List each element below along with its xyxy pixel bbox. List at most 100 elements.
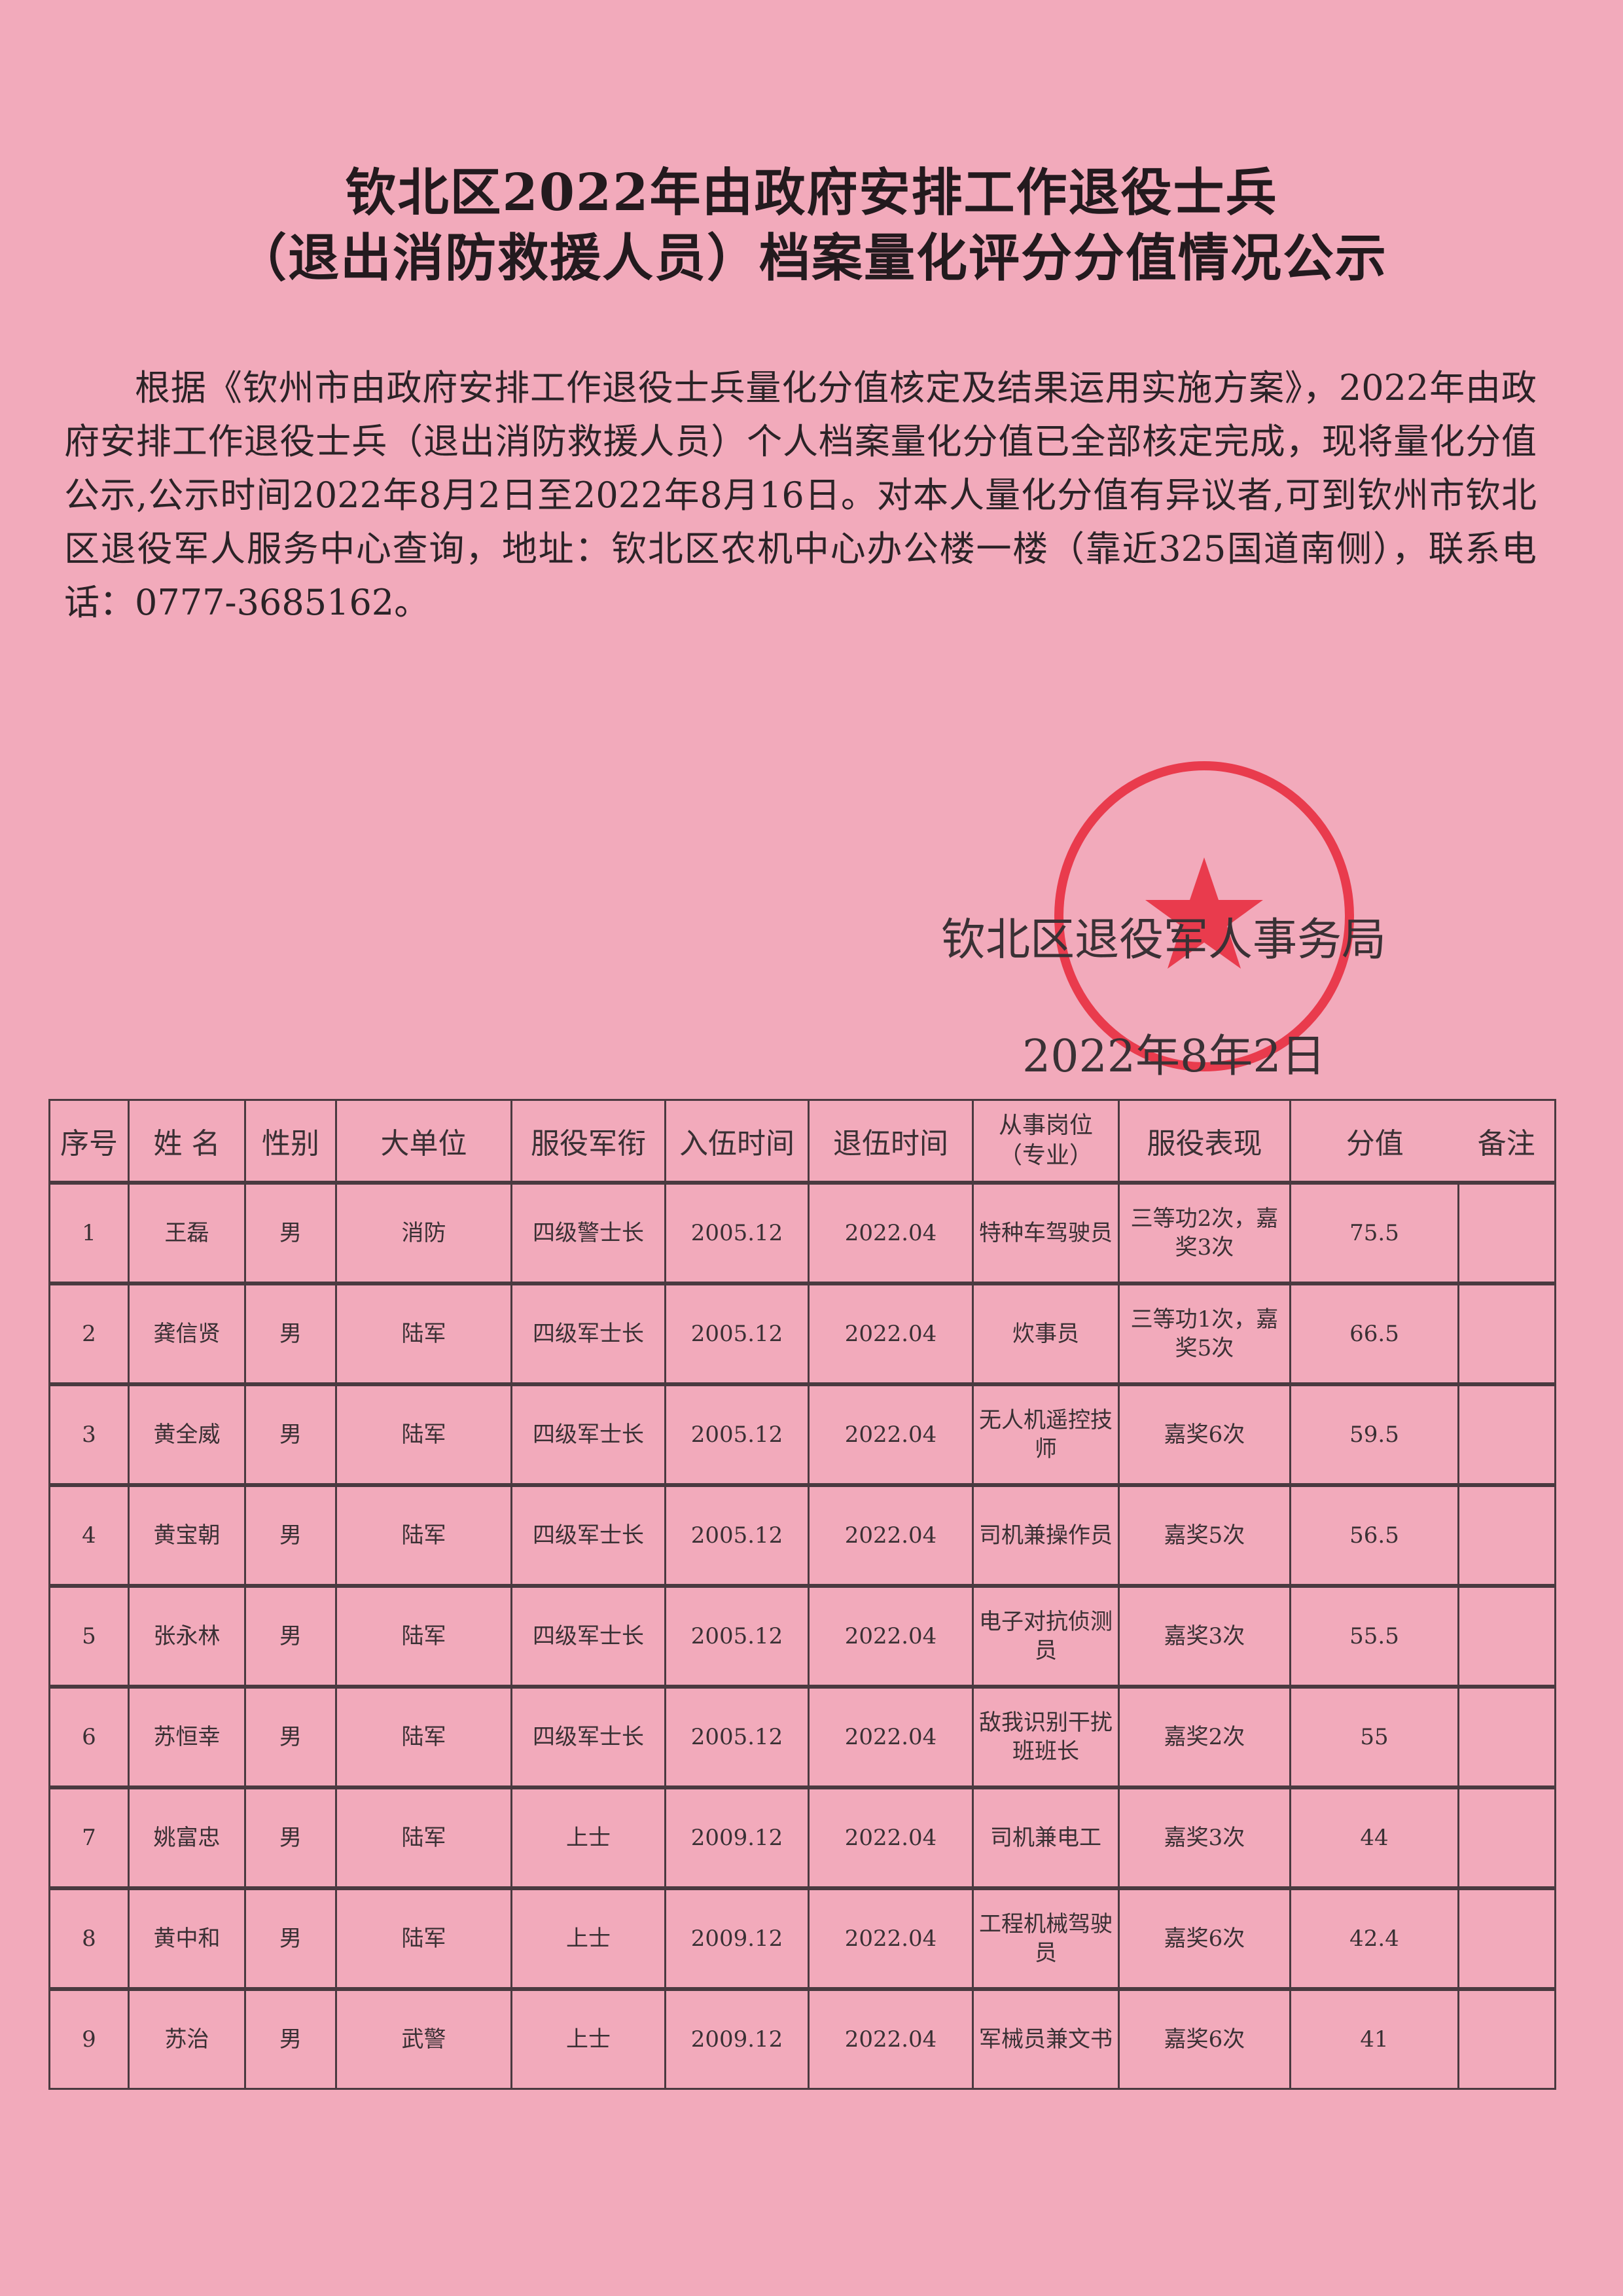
header-enlist-date: 入伍时间 — [664, 1099, 810, 1184]
cell-remarks — [1457, 1483, 1556, 1587]
cell-enlist-date: 2005.12 — [664, 1483, 810, 1587]
cell-seq: 6 — [48, 1685, 130, 1789]
cell-position: 无人机遥控技师 — [972, 1382, 1120, 1486]
cell-gender: 男 — [244, 1685, 337, 1789]
cell-score: 41 — [1289, 1987, 1459, 2090]
cell-performance: 嘉奖6次 — [1118, 1382, 1291, 1486]
cell-gender: 男 — [244, 1282, 337, 1386]
cell-remarks — [1457, 1181, 1556, 1285]
cell-remarks — [1457, 1382, 1556, 1486]
cell-name: 黄宝朝 — [128, 1483, 246, 1587]
notice-body: 根据《钦州市由政府安排工作退役士兵量化分值核定及结果运用实施方案》，2022年由… — [64, 367, 1537, 623]
cell-gender: 男 — [244, 1987, 337, 2090]
table-row: 3 黄全威男陆军 四级军士长 2005.12 2022.04 无人机遥控技师 嘉奖6次 59.… — [48, 1382, 1556, 1486]
cell-score: 55.5 — [1289, 1584, 1459, 1688]
cell-unit: 陆军 — [335, 1886, 512, 1990]
table-row: 9 苏治男武警 上士 2009.12 2022.04 军械员兼文书 嘉奖6次 41 — [48, 1987, 1556, 2090]
cell-position: 炊事员 — [972, 1282, 1120, 1386]
cell-discharge-date: 2022.04 — [808, 1584, 974, 1688]
cell-seq: 4 — [48, 1483, 130, 1587]
cell-enlist-date: 2009.12 — [664, 1785, 810, 1890]
cell-gender: 男 — [244, 1382, 337, 1486]
cell-name: 王磊 — [128, 1181, 246, 1285]
cell-seq: 2 — [48, 1282, 130, 1386]
cell-position: 特种车驾驶员 — [972, 1181, 1120, 1285]
cell-performance: 三等功2次，嘉奖3次 — [1118, 1181, 1291, 1285]
cell-remarks — [1457, 1685, 1556, 1789]
cell-gender: 男 — [244, 1181, 337, 1285]
cell-gender: 男 — [244, 1584, 337, 1688]
cell-seq: 5 — [48, 1584, 130, 1688]
cell-score: 55 — [1289, 1685, 1459, 1789]
cell-discharge-date: 2022.04 — [808, 1886, 974, 1990]
cell-enlist-date: 2005.12 — [664, 1282, 810, 1386]
cell-score: 56.5 — [1289, 1483, 1459, 1587]
cell-performance: 嘉奖5次 — [1118, 1483, 1291, 1587]
header-performance: 服役表现 — [1118, 1099, 1291, 1184]
cell-name: 龚信贤 — [128, 1282, 246, 1386]
cell-position: 敌我识别干扰班班长 — [972, 1685, 1120, 1789]
cell-gender: 男 — [244, 1483, 337, 1587]
cell-unit: 武警 — [335, 1987, 512, 2090]
score-table: 序号姓 名性别 大单位 服役军衔 入伍时间 退伍时间 从事岗位（专业） 服役表现 分值 备注 1… — [48, 1099, 1556, 2090]
cell-rank: 四级军士长 — [510, 1685, 666, 1789]
cell-name: 张永林 — [128, 1584, 246, 1688]
cell-enlist-date: 2005.12 — [664, 1181, 810, 1285]
cell-seq: 1 — [48, 1181, 130, 1285]
cell-unit: 陆军 — [335, 1282, 512, 1386]
cell-discharge-date: 2022.04 — [808, 1483, 974, 1587]
cell-enlist-date: 2005.12 — [664, 1584, 810, 1688]
cell-name: 黄中和 — [128, 1886, 246, 1990]
cell-score: 42.4 — [1289, 1886, 1459, 1990]
cell-enlist-date: 2005.12 — [664, 1685, 810, 1789]
cell-rank: 四级军士长 — [510, 1584, 666, 1688]
cell-seq: 8 — [48, 1886, 130, 1990]
cell-position: 军械员兼文书 — [972, 1987, 1120, 2090]
cell-unit: 陆军 — [335, 1685, 512, 1789]
cell-rank: 四级军士长 — [510, 1382, 666, 1486]
header-score: 分值 — [1289, 1099, 1459, 1184]
table-header-row: 序号姓 名性别 大单位 服役军衔 入伍时间 退伍时间 从事岗位（专业） 服役表现 分值 备注 — [48, 1099, 1556, 1184]
cell-enlist-date: 2009.12 — [664, 1886, 810, 1990]
cell-score: 44 — [1289, 1785, 1459, 1890]
header-name: 姓 名 — [128, 1099, 246, 1184]
cell-name: 苏恒幸 — [128, 1685, 246, 1789]
header-rank: 服役军衔 — [510, 1099, 666, 1184]
table-row: 1 王磊男消防 四级警士长 2005.12 2022.04 特种车驾驶员 三等功2次，嘉奖3… — [48, 1181, 1556, 1285]
header-gender: 性别 — [244, 1099, 337, 1184]
cell-score: 66.5 — [1289, 1282, 1459, 1386]
cell-unit: 陆军 — [335, 1584, 512, 1688]
cell-discharge-date: 2022.04 — [808, 1181, 974, 1285]
header-discharge-date: 退伍时间 — [808, 1099, 974, 1184]
document-title-line2: （退出消防救援人员）档案量化评分分值情况公示 — [235, 228, 1387, 288]
cell-performance: 嘉奖6次 — [1118, 1886, 1291, 1990]
seal-star-icon — [1145, 857, 1263, 969]
issuing-organization: 钦北区退役军人事务局 — [941, 914, 1387, 966]
cell-discharge-date: 2022.04 — [808, 1282, 974, 1386]
header-seq: 序号 — [48, 1099, 130, 1184]
cell-rank: 四级军士长 — [510, 1282, 666, 1386]
table-row: 6 苏恒幸男陆军 四级军士长 2005.12 2022.04 敌我识别干扰班班长 嘉奖2次 5… — [48, 1685, 1556, 1789]
cell-unit: 陆军 — [335, 1483, 512, 1587]
cell-gender: 男 — [244, 1886, 337, 1990]
header-unit: 大单位 — [335, 1099, 512, 1184]
cell-name: 姚富忠 — [128, 1785, 246, 1890]
header-remarks: 备注 — [1458, 1099, 1556, 1184]
cell-name: 黄全威 — [128, 1382, 246, 1486]
cell-position: 电子对抗侦测员 — [972, 1584, 1120, 1688]
cell-score: 59.5 — [1289, 1382, 1459, 1486]
cell-position: 司机兼电工 — [972, 1785, 1120, 1890]
cell-rank: 上士 — [510, 1886, 666, 1990]
cell-seq: 7 — [48, 1785, 130, 1890]
cell-remarks — [1457, 1987, 1556, 2090]
cell-remarks — [1457, 1282, 1556, 1386]
cell-remarks — [1457, 1785, 1556, 1890]
header-position: 从事岗位（专业） — [972, 1099, 1120, 1184]
cell-seq: 9 — [48, 1987, 130, 2090]
cell-remarks — [1457, 1584, 1556, 1688]
cell-performance: 嘉奖3次 — [1118, 1584, 1291, 1688]
cell-discharge-date: 2022.04 — [808, 1382, 974, 1486]
cell-performance: 嘉奖3次 — [1118, 1785, 1291, 1890]
cell-performance: 嘉奖2次 — [1118, 1685, 1291, 1789]
cell-unit: 陆军 — [335, 1382, 512, 1486]
